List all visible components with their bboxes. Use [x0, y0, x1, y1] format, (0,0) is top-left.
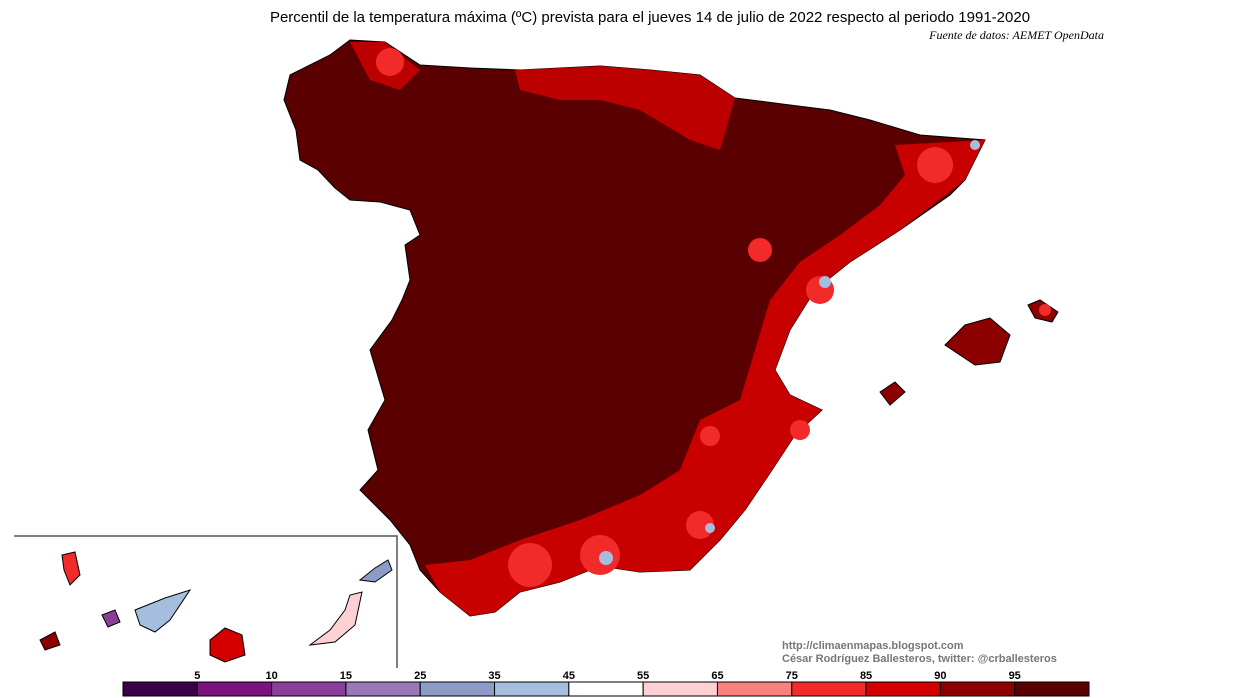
island: [209, 627, 246, 663]
colorbar-segment: [419, 681, 496, 697]
warm-band-east: [425, 140, 985, 616]
title: Percentil de la temperatura máxima (ºC) …: [270, 9, 1030, 26]
island: [61, 551, 81, 586]
colorbar-segment: [865, 681, 941, 697]
colorbar-label: 45: [563, 670, 575, 682]
island: [308, 591, 363, 646]
credit-url: http://climaenmapas.blogspot.com: [782, 640, 964, 652]
colorbar-segment: [568, 681, 644, 697]
colorbar-segment: [122, 681, 198, 697]
colorbar-segment: [271, 681, 347, 697]
colorbar-label: 90: [934, 670, 946, 682]
colorbar-label: 95: [1009, 670, 1021, 682]
peninsula: [283, 39, 1059, 617]
island: [134, 589, 192, 633]
credit-author: César Rodríguez Ballesteros, twitter: @c…: [782, 653, 1057, 665]
colorbar-segment: [642, 681, 718, 697]
island: [358, 559, 393, 583]
colorbar-label: 65: [711, 670, 723, 682]
canary-inset: [14, 535, 398, 668]
colorbar-segment: [196, 681, 273, 697]
colorbar-label: 15: [340, 670, 352, 682]
warm-spot: [1039, 304, 1051, 316]
colorbar-segment: [939, 681, 1016, 697]
colorbar-label: 75: [786, 670, 798, 682]
colorbar-label: 5: [194, 670, 200, 682]
colorbar-label: 35: [488, 670, 500, 682]
colorbar-label: 55: [637, 670, 649, 682]
colorbar-label: 85: [860, 670, 872, 682]
colorbar-segment: [345, 681, 421, 697]
source: Fuente de datos: AEMET OpenData: [928, 28, 1104, 42]
colorbar-label: 10: [265, 670, 277, 682]
colorbar-label: 25: [414, 670, 426, 682]
colorbar: 5 10 15 25 35 45 55 65 75 85 90 95: [122, 670, 1090, 697]
cool-spots: [599, 140, 980, 565]
colorbar-segment: [716, 681, 793, 697]
colorbar-segment: [494, 681, 570, 697]
colorbar-segment: [1014, 681, 1090, 697]
island: [101, 609, 121, 628]
balearic: [879, 299, 1059, 406]
colorbar-segment: [791, 681, 867, 697]
island: [39, 631, 61, 651]
inset-frame: [14, 535, 398, 668]
